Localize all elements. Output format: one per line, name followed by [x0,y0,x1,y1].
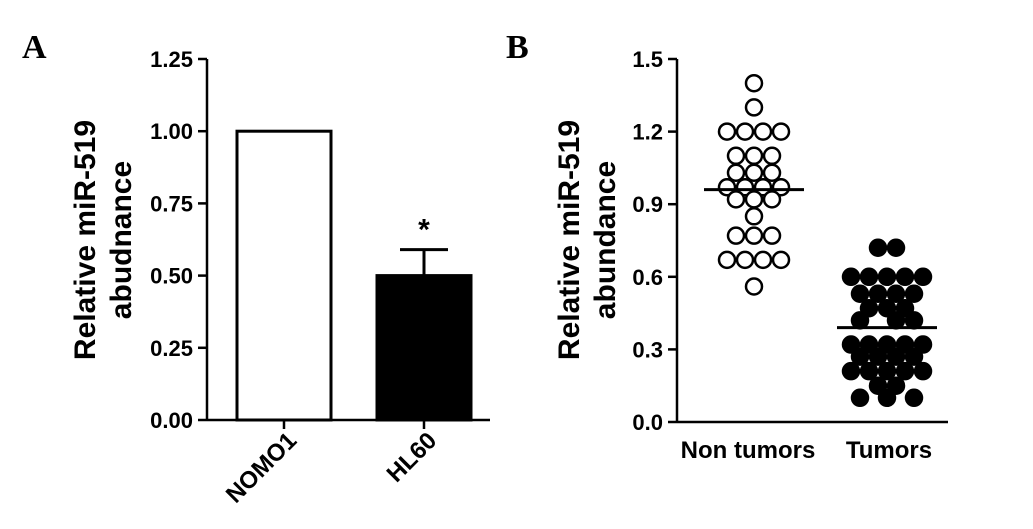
tumor-point [868,347,888,366]
non-tumor-point [744,226,764,245]
tumor-point [859,335,879,354]
non-tumor-point [717,122,737,141]
non-tumor-point [735,122,755,141]
tumor-point [841,335,861,354]
tumor-point [859,299,879,318]
tumor-point [904,284,924,303]
y-tick-label: 0.75 [150,191,193,216]
non-tumor-point [744,277,764,296]
non-tumor-point [762,146,782,166]
tumor-point [850,388,870,408]
tumor-point [895,335,915,354]
y-tick-label: 0.25 [150,336,193,361]
tumor-point [886,311,906,330]
tumor-point [877,299,897,318]
y-tick-label: 0.9 [632,192,663,217]
tumor-point [913,361,933,381]
tumor-point [886,347,906,366]
bar-nomo1 [235,129,333,422]
tumor-point [841,361,861,381]
panel-a-letter: A [22,29,47,66]
non-tumor-point [753,122,773,141]
tumor-point [877,388,897,408]
tumor-point [913,335,933,354]
tumor-point [877,335,897,354]
bar-hl60 [375,274,473,422]
non-tumor-point [762,226,782,245]
tumor-point [877,361,897,381]
non-tumor-point [753,178,773,197]
panel-b-letter: B [506,29,529,66]
non-tumor-point [726,146,746,166]
tumor-point [904,347,924,366]
tumor-point [886,284,906,303]
tumor-point [850,284,870,303]
x-tick-label: Non tumors [681,437,816,464]
y-tick-label: 1.5 [632,47,663,72]
non-tumor-point [744,190,764,209]
non-tumor-point [762,163,782,182]
non-tumor-point [744,98,764,117]
tumor-point [850,311,870,330]
non-tumor-point [735,250,755,270]
tumor-point [859,361,879,381]
non-tumor-point [753,250,773,270]
non-tumor-point [744,73,764,93]
y-tick-label: 0.6 [632,265,663,290]
y-tick-label: 1.2 [632,120,663,145]
non-tumor-point [762,190,782,209]
y-tick-label: 1.25 [150,47,193,72]
y-tick-label: 0.50 [150,264,193,289]
y-axis-title-line: abundance [589,161,622,319]
x-tick-label: Tumors [846,437,932,464]
non-tumor-point [771,250,791,270]
non-tumor-point [771,122,791,141]
non-tumor-point [726,226,746,245]
tumor-point [913,267,933,287]
tumor-point [904,388,924,408]
y-axis-title: Relative miR-519 abudnance [69,120,138,360]
y-tick-label: 0.0 [632,410,663,435]
y-axis-title-line: Relative miR-519 [553,120,586,360]
non-tumor-point [726,163,746,182]
y-tick-label: 1.00 [150,119,193,144]
tumor-point [859,267,879,287]
tumor-point [886,238,906,258]
tumor-point [868,238,888,258]
tumor-point [868,376,888,395]
non-tumor-point [735,178,755,197]
non-tumor-point [744,146,764,166]
chart-b: 0.0 0.3 0.6 0.9 1.2 1.5 Relative miR-519 abunda… [553,47,948,464]
tumor-point [886,376,906,395]
tumor-point [904,311,924,330]
y-axis-title-line: abudnance [105,161,138,319]
tumor-point [841,267,861,287]
x-tick-label: HL60 [382,427,443,488]
tumor-point [868,284,888,303]
tumor-point [877,267,897,287]
x-tick-label: NOMO1 [221,427,302,508]
chart-a: 0.00 0.25 0.50 0.75 1.00 1.25 Relative miR-519… [69,47,490,508]
y-tick-label: 0.3 [632,337,663,362]
non-tumor-point [726,190,746,209]
tumor-point [895,299,915,318]
non-tumor-point [717,178,737,197]
non-tumor-point [717,250,737,270]
y-axis-title: Relative miR-519 abundance [553,120,622,360]
tumor-point [895,361,915,381]
y-axis-title-line: Relative miR-519 [69,120,102,360]
tumor-point [850,347,870,366]
y-tick-label: 0.00 [150,408,193,433]
non-tumor-point [771,178,791,197]
non-tumor-point [744,163,764,182]
non-tumor-point [744,207,764,226]
significance-asterisk: * [418,214,430,247]
tumor-point [895,267,915,287]
